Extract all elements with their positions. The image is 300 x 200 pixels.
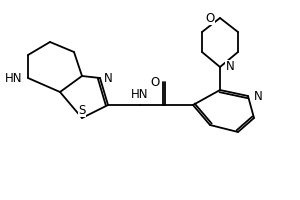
Text: HN: HN — [5, 72, 23, 84]
Text: O: O — [206, 11, 214, 24]
Text: N: N — [254, 90, 262, 102]
Text: S: S — [78, 104, 86, 116]
Text: O: O — [150, 75, 160, 88]
Text: HN: HN — [131, 88, 149, 102]
Text: N: N — [103, 72, 112, 84]
Text: N: N — [226, 60, 234, 73]
